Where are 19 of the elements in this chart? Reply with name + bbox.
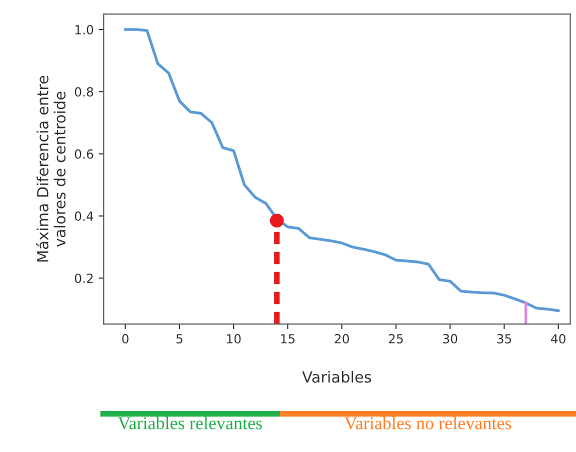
- series-label: Variables no relevantes: [344, 416, 512, 430]
- x-tick-label: 5: [176, 334, 182, 344]
- x-tick-label: 25: [388, 334, 403, 344]
- x-tick-label: 35: [497, 334, 512, 344]
- y-axis-title: Máxima Diferencia entre valores de centroide: [36, 76, 66, 262]
- x-tick-label: 40: [550, 334, 566, 344]
- x-axis-title: Variables: [302, 370, 372, 383]
- x-tick-label: 10: [227, 334, 241, 344]
- x-tick-label: 0: [122, 334, 128, 344]
- x-tick-label: 30: [443, 334, 458, 344]
- x-tick-label: 15: [281, 334, 295, 344]
- x-tick-label: 20: [334, 334, 349, 344]
- y-tick-label: 1.0: [75, 25, 94, 34]
- series-label: Variables relevantes: [118, 416, 262, 430]
- line-series: [124, 28, 560, 312]
- y-tick-label: 0.4: [74, 211, 94, 221]
- y-tick-label: 0.6: [74, 149, 94, 159]
- y-tick-label: 0.8: [74, 87, 94, 97]
- y-tick-label: 0.2: [74, 274, 93, 284]
